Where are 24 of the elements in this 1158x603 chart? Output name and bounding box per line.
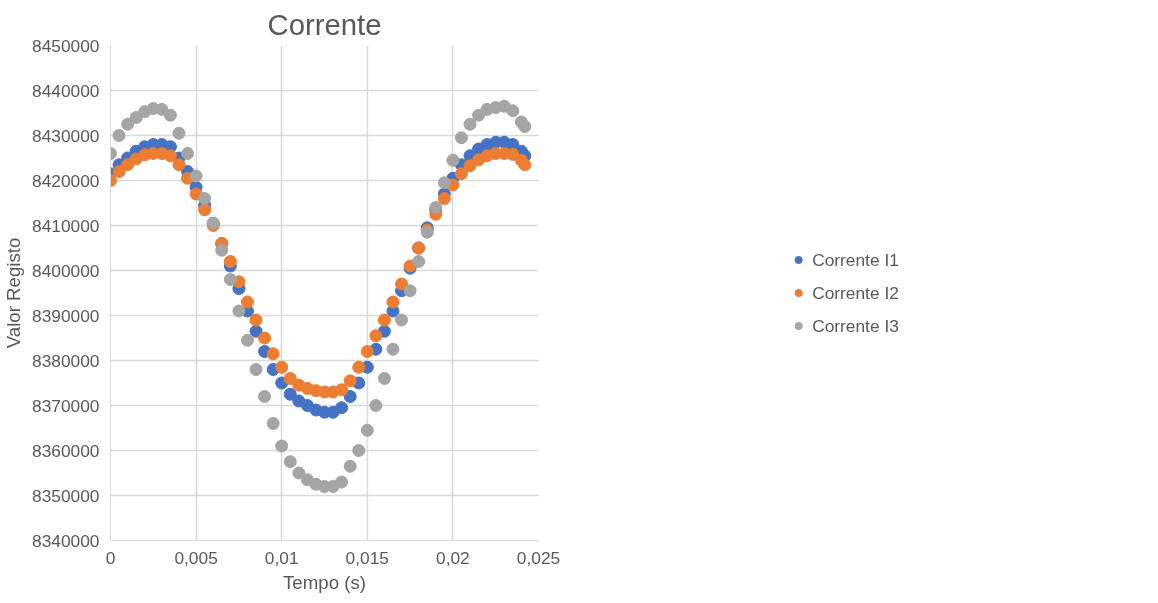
y-tick-label: 8380000: [32, 350, 100, 371]
y-tick-label: 8440000: [32, 80, 100, 101]
x-tick-label: 0,025: [516, 547, 561, 568]
y-axis-title: Valor Registo: [3, 237, 25, 349]
y-tick-label: 8400000: [32, 260, 100, 281]
x-tick-label: 0: [105, 547, 116, 568]
y-tick-label: 8390000: [32, 305, 100, 326]
y-tick-label: 8370000: [32, 395, 100, 416]
legend-label: Corrente I3: [812, 315, 899, 336]
x-tick-label: 0,005: [174, 547, 218, 568]
y-tick-label: 8350000: [32, 485, 100, 506]
y-tick-label: 8340000: [32, 530, 100, 551]
y-tick-label: 8410000: [32, 215, 100, 236]
legend-label: Corrente I2: [812, 282, 899, 303]
y-tick-label: 8420000: [32, 170, 100, 191]
x-tick-label: 0,015: [345, 547, 389, 568]
chart-title: Corrente: [267, 7, 382, 41]
y-tick-label: 8450000: [32, 35, 100, 56]
y-tick-label: 8360000: [32, 440, 100, 461]
y-tick-label: 8430000: [32, 125, 100, 146]
x-axis-title: Tempo (s): [283, 571, 366, 593]
x-tick-label: 0,01: [264, 547, 299, 568]
legend-label: Corrente I1: [812, 249, 899, 270]
x-tick-label: 0,02: [436, 547, 470, 568]
